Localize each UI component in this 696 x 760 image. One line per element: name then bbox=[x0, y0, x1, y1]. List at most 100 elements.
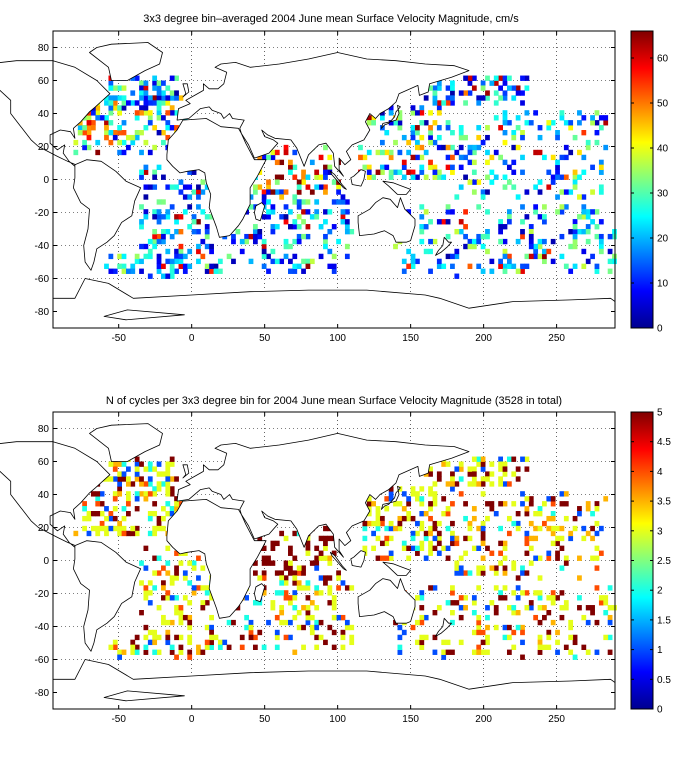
heatmap-cell bbox=[397, 501, 403, 507]
heatmap-cell bbox=[323, 238, 328, 245]
heatmap-cell bbox=[191, 189, 197, 195]
heatmap-cell bbox=[581, 614, 587, 621]
heatmap-cell bbox=[274, 174, 280, 180]
heatmap-cell bbox=[542, 238, 547, 245]
heatmap-cell bbox=[196, 555, 201, 561]
heatmap-cell bbox=[174, 125, 179, 131]
heatmap-cell bbox=[524, 189, 530, 195]
heatmap-cell bbox=[156, 486, 162, 492]
heatmap-cell bbox=[191, 565, 197, 571]
heatmap-cell bbox=[86, 134, 92, 141]
heatmap-cell bbox=[520, 75, 525, 81]
heatmap-cell bbox=[537, 639, 543, 646]
heatmap-cell bbox=[261, 570, 267, 576]
heatmap-cell bbox=[524, 605, 530, 611]
heatmap-cell bbox=[410, 134, 416, 141]
heatmap-cell bbox=[397, 520, 403, 527]
coastline-6 bbox=[89, 42, 163, 81]
heatmap-cell bbox=[161, 199, 166, 205]
heatmap-cell bbox=[594, 649, 600, 655]
heatmap-cell bbox=[559, 115, 565, 121]
heatmap-cell bbox=[296, 189, 302, 195]
heatmap-cell bbox=[415, 144, 420, 151]
heatmap-cell bbox=[590, 189, 595, 195]
heatmap-cell bbox=[143, 634, 149, 641]
heatmap-cell bbox=[550, 496, 556, 502]
heatmap-cell bbox=[375, 515, 381, 522]
heatmap-cell bbox=[143, 585, 149, 591]
heatmap-cell bbox=[169, 90, 175, 96]
heatmap-cell bbox=[139, 169, 144, 175]
heatmap-cell bbox=[95, 110, 101, 116]
heatmap-cell bbox=[555, 134, 560, 141]
heatmap-cell bbox=[231, 238, 236, 245]
heatmap-cell bbox=[147, 253, 153, 260]
heatmap-cell bbox=[506, 85, 512, 91]
heatmap-cell bbox=[607, 268, 613, 274]
heatmap-cell bbox=[104, 115, 109, 121]
heatmap-cell bbox=[204, 224, 210, 230]
heatmap-cell bbox=[467, 80, 473, 86]
heatmap-cell bbox=[450, 501, 455, 507]
colorbar-tick-label: 0 bbox=[657, 705, 663, 716]
coastline-7 bbox=[182, 83, 190, 98]
heatmap-cell bbox=[95, 511, 101, 517]
heatmap-cell bbox=[161, 580, 166, 586]
heatmap-cell bbox=[296, 204, 302, 210]
heatmap-cell bbox=[568, 535, 574, 542]
heatmap-cell bbox=[450, 263, 455, 269]
heatmap-cell bbox=[563, 189, 569, 195]
heatmap-cell bbox=[603, 496, 609, 502]
heatmap-cell bbox=[323, 174, 328, 180]
heatmap-cell bbox=[436, 105, 442, 111]
heatmap-cell bbox=[336, 199, 341, 205]
heatmap-cell bbox=[410, 105, 416, 111]
heatmap-cell bbox=[266, 555, 271, 561]
heatmap-cell bbox=[520, 263, 525, 269]
heatmap-cell bbox=[143, 139, 149, 146]
colorbar-tick-label: 0 bbox=[657, 324, 663, 335]
heatmap-cell bbox=[476, 585, 482, 591]
heatmap-cell bbox=[156, 164, 162, 170]
heatmap-cell bbox=[590, 605, 595, 611]
heatmap-cell bbox=[165, 511, 171, 517]
heatmap-cell bbox=[340, 199, 346, 205]
heatmap-cell bbox=[196, 219, 201, 225]
heatmap-cell bbox=[156, 570, 162, 576]
heatmap-cell bbox=[467, 144, 473, 151]
heatmap-cell bbox=[485, 125, 490, 131]
heatmap-cell bbox=[134, 134, 140, 141]
heatmap-cell bbox=[563, 204, 569, 210]
heatmap-cell bbox=[480, 243, 486, 250]
heatmap-cell bbox=[288, 258, 293, 265]
heatmap-cell bbox=[301, 169, 306, 175]
heatmap-cell bbox=[419, 164, 425, 170]
heatmap-cell bbox=[139, 85, 144, 91]
heatmap-cell bbox=[445, 525, 451, 532]
heatmap-cell bbox=[445, 253, 451, 260]
heatmap-cell bbox=[165, 110, 171, 116]
heatmap-cell bbox=[546, 555, 552, 561]
heatmap-cell bbox=[121, 95, 127, 101]
heatmap-cell bbox=[161, 229, 166, 235]
heatmap-cell bbox=[498, 85, 503, 91]
heatmap-cell bbox=[537, 595, 543, 601]
heatmap-cell bbox=[550, 154, 556, 161]
heatmap-cell bbox=[270, 560, 276, 566]
heatmap-cell bbox=[77, 130, 83, 136]
heatmap-cell bbox=[410, 253, 416, 260]
heatmap-cell bbox=[559, 253, 565, 260]
heatmap-cell bbox=[187, 624, 193, 631]
heatmap-cell bbox=[388, 520, 394, 527]
heatmap-cell bbox=[528, 229, 534, 235]
heatmap-cell bbox=[428, 525, 433, 532]
heatmap-cell bbox=[323, 243, 328, 250]
heatmap-cell bbox=[423, 535, 429, 542]
heatmap-cell bbox=[502, 174, 508, 180]
heatmap-cell bbox=[463, 570, 468, 576]
heatmap-cell bbox=[143, 590, 149, 596]
heatmap-cell bbox=[458, 229, 464, 235]
heatmap-cell bbox=[340, 634, 346, 641]
heatmap-cell bbox=[502, 570, 508, 576]
heatmap-cell bbox=[327, 164, 333, 170]
